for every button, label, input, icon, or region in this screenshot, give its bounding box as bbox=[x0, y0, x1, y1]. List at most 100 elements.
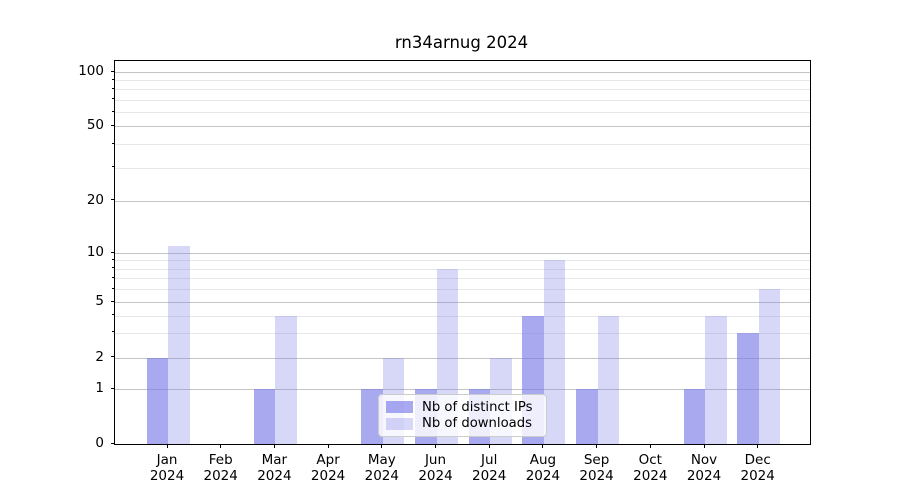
x-axis-year-label: 2024 bbox=[633, 468, 668, 484]
x-axis-tick-label: Jan 2024 bbox=[127, 452, 207, 484]
gridline-minor bbox=[115, 289, 810, 291]
x-axis-month-label: Dec bbox=[744, 452, 771, 468]
y-axis-minor-tick-mark bbox=[112, 142, 114, 144]
y-axis-minor-tick-mark bbox=[112, 276, 114, 278]
x-axis-year-label: 2024 bbox=[149, 468, 185, 484]
legend-label-distinct-ips: Nb of distinct IPs bbox=[422, 399, 533, 415]
y-axis-minor-tick-mark bbox=[112, 267, 114, 269]
y-axis-tick-mark bbox=[110, 251, 114, 253]
y-axis-tick-label: 10 bbox=[86, 244, 104, 260]
x-axis-month-label: Oct bbox=[638, 452, 662, 468]
x-axis-month-label: Feb bbox=[208, 452, 233, 468]
x-axis-month-label: Jan bbox=[156, 452, 178, 468]
x-axis-month-label: May bbox=[367, 452, 396, 468]
x-axis-tick-label: Mar 2024 bbox=[234, 452, 314, 484]
y-axis-tick-mark bbox=[110, 442, 114, 444]
x-axis-month-label: Jun bbox=[424, 452, 447, 468]
y-axis-minor-tick-mark bbox=[112, 87, 114, 89]
bar-distinct-ips bbox=[737, 332, 759, 444]
x-axis-year-label: 2024 bbox=[418, 468, 453, 484]
bar-downloads bbox=[275, 315, 297, 444]
x-axis-tick-mark bbox=[435, 444, 436, 448]
x-axis-year-label: 2024 bbox=[686, 468, 722, 484]
gridline-major bbox=[115, 253, 810, 254]
x-axis-tick-mark bbox=[273, 444, 275, 448]
y-axis-tick-mark bbox=[110, 300, 114, 302]
gridline-minor bbox=[115, 167, 810, 169]
x-axis-tick-mark bbox=[166, 444, 168, 448]
y-axis-tick-label: 0 bbox=[95, 435, 104, 451]
y-axis-tick-mark bbox=[110, 70, 114, 72]
y-axis-tick-label: 100 bbox=[78, 63, 104, 79]
gridline-minor bbox=[115, 112, 810, 114]
bar-downloads bbox=[758, 289, 781, 444]
gridline-major bbox=[115, 302, 810, 303]
y-axis-tick-mark bbox=[110, 124, 114, 126]
x-axis-tick-mark bbox=[327, 444, 329, 448]
y-axis-tick-label: 20 bbox=[86, 191, 104, 208]
x-axis-tick-label: Dec 2024 bbox=[718, 452, 798, 484]
bar-distinct-ips bbox=[683, 389, 705, 444]
x-axis-year-label: 2024 bbox=[525, 468, 561, 484]
y-axis-tick-mark bbox=[110, 199, 114, 200]
x-axis-year-label: 2024 bbox=[310, 468, 346, 484]
x-axis-tick-mark bbox=[488, 444, 490, 448]
x-axis-tick-mark bbox=[220, 444, 222, 448]
legend-item-distinct-ips: Nb of distinct IPs bbox=[386, 399, 538, 415]
y-axis-tick-label: 50 bbox=[86, 117, 104, 134]
x-axis-month-label: Jul bbox=[481, 452, 498, 468]
x-axis-tick-mark bbox=[757, 444, 759, 448]
x-axis-tick-label: Feb 2024 bbox=[181, 452, 261, 484]
y-axis-tick-label: 5 bbox=[95, 293, 104, 309]
gridline-minor bbox=[115, 260, 810, 262]
y-axis-tick-mark bbox=[110, 356, 114, 357]
y-axis-minor-tick-mark bbox=[112, 287, 114, 289]
x-axis-year-label: 2024 bbox=[203, 468, 238, 484]
bar-distinct-ips bbox=[576, 389, 598, 444]
legend-item-downloads: Nb of downloads bbox=[386, 416, 538, 432]
bar-distinct-ips bbox=[146, 357, 168, 444]
gridline-major bbox=[115, 72, 810, 73]
legend-swatch-downloads bbox=[386, 417, 413, 430]
x-axis-year-label: 2024 bbox=[257, 468, 292, 484]
legend-label-downloads: Nb of downloads bbox=[422, 416, 532, 432]
y-axis-minor-tick-mark bbox=[112, 258, 114, 260]
x-axis-month-label: Apr bbox=[316, 452, 340, 468]
gridline-minor bbox=[115, 332, 810, 334]
bar-downloads bbox=[597, 315, 620, 444]
x-axis-month-label: Nov bbox=[690, 452, 718, 468]
gridline-minor bbox=[115, 268, 810, 270]
bar-downloads bbox=[168, 245, 190, 444]
plot-area bbox=[114, 60, 811, 445]
gridline-minor bbox=[115, 144, 810, 146]
x-axis-tick-label: Sep 2024 bbox=[557, 452, 637, 484]
y-axis-tick-mark bbox=[110, 387, 114, 389]
x-axis-year-label: 2024 bbox=[364, 468, 399, 484]
bar-distinct-ips bbox=[253, 389, 276, 444]
x-axis-tick-mark bbox=[596, 444, 598, 448]
gridline-major bbox=[115, 357, 810, 359]
x-axis-month-label: Aug bbox=[529, 452, 557, 468]
y-axis-minor-tick-mark bbox=[112, 78, 114, 80]
x-axis-year-label: 2024 bbox=[579, 468, 614, 484]
gridline-minor bbox=[115, 80, 810, 82]
legend-swatch-distinct-ips bbox=[386, 401, 413, 414]
y-axis-tick-label: 2 bbox=[95, 348, 104, 365]
x-axis-tick-label: Oct 2024 bbox=[610, 452, 690, 484]
x-axis-month-label: Sep bbox=[583, 452, 610, 468]
gridline-major bbox=[115, 389, 810, 390]
x-axis-tick-label: Apr 2024 bbox=[288, 452, 368, 484]
y-axis-tick-label: 1 bbox=[95, 380, 104, 396]
chart-title: rn34arnug 2024 bbox=[394, 33, 529, 52]
x-axis-tick-mark bbox=[703, 444, 705, 448]
x-axis-tick-label: Aug 2024 bbox=[503, 452, 583, 484]
x-axis-tick-label: May 2024 bbox=[342, 452, 422, 484]
y-axis-minor-tick-mark bbox=[112, 110, 114, 112]
y-axis-minor-tick-mark bbox=[112, 166, 114, 168]
bar-downloads bbox=[705, 315, 727, 444]
x-axis-tick-mark bbox=[649, 444, 651, 448]
gridline-minor bbox=[115, 89, 810, 91]
x-axis-tick-label: Nov 2024 bbox=[664, 452, 744, 484]
gridline-minor bbox=[115, 278, 810, 280]
